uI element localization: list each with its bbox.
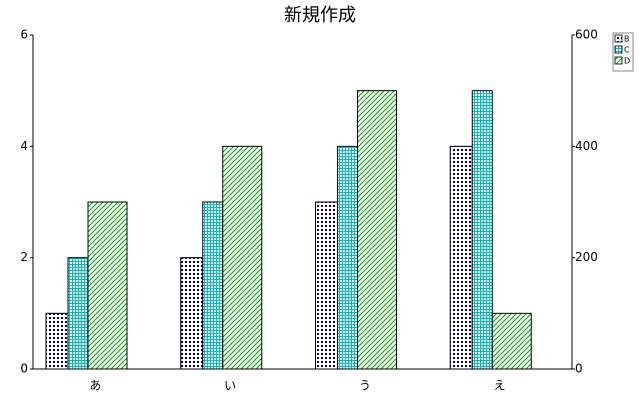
bar xyxy=(180,257,204,370)
bar xyxy=(222,145,263,370)
bar xyxy=(357,90,397,370)
x-tick-label: う xyxy=(359,379,371,393)
bar xyxy=(67,257,89,370)
legend-swatch xyxy=(614,45,623,54)
bar xyxy=(315,201,338,370)
legend-label: B xyxy=(624,35,630,44)
y2-tick-label: 400 xyxy=(575,139,598,153)
x-tick-label: い xyxy=(224,379,236,393)
y-tick-label: 4 xyxy=(20,139,28,153)
bar xyxy=(45,312,69,370)
legend-label: C xyxy=(624,46,630,55)
x-tick-label: あ xyxy=(89,379,101,393)
y-tick-label: 6 xyxy=(20,28,28,42)
x-tick-label: え xyxy=(494,379,506,393)
bar xyxy=(491,312,532,370)
y-tick-label: 2 xyxy=(20,250,28,264)
legend-label: D xyxy=(624,57,630,66)
y-tick-label: 0 xyxy=(20,362,28,376)
y2-tick-label: 200 xyxy=(575,250,598,264)
bar xyxy=(202,201,224,370)
legend-swatch xyxy=(614,56,623,65)
bar xyxy=(87,201,128,370)
bar xyxy=(471,90,493,370)
bar xyxy=(337,145,358,370)
y2-tick-label: 600 xyxy=(575,28,598,42)
bar xyxy=(449,145,473,370)
legend-swatch xyxy=(614,34,623,43)
y2-tick-label: 0 xyxy=(575,362,583,376)
chart-title: 新規作成 xyxy=(284,5,356,26)
legend: BCD xyxy=(612,32,634,72)
